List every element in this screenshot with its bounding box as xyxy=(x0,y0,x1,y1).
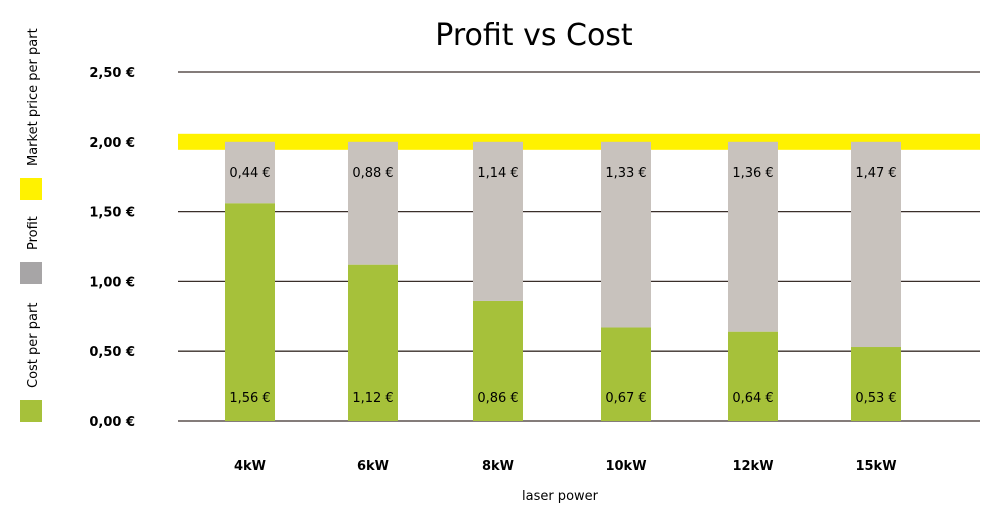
cost-data-label: 0,86 € xyxy=(477,391,518,406)
cost-data-label: 0,67 € xyxy=(605,391,646,406)
cost-bar xyxy=(601,327,651,421)
profit-bar xyxy=(851,141,901,348)
profit-data-label: 1,33 € xyxy=(605,166,646,181)
legend-label: Cost per part xyxy=(26,303,41,388)
y-tick-label: 0,50 € xyxy=(89,345,135,360)
legend-swatch xyxy=(20,262,42,284)
cost-bar xyxy=(348,264,398,421)
y-tick-label: 0,00 € xyxy=(89,415,135,430)
cost-data-label: 0,64 € xyxy=(732,391,773,406)
y-tick-label: 2,00 € xyxy=(89,136,135,151)
cost-data-label: 0,53 € xyxy=(855,391,896,406)
cost-data-label: 1,56 € xyxy=(229,391,270,406)
cost-bar xyxy=(851,347,901,421)
cost-bar xyxy=(473,300,523,421)
x-tick-label: 8kW xyxy=(482,459,514,474)
x-tick-label: 6kW xyxy=(357,459,389,474)
y-tick-label: 1,00 € xyxy=(89,275,135,290)
legend-label: Market price per part xyxy=(26,28,41,166)
profit-data-label: 0,44 € xyxy=(229,166,270,181)
x-axis-label: laser power xyxy=(522,489,599,504)
profit-bar xyxy=(601,141,651,328)
legend-swatch xyxy=(20,178,42,200)
profit-data-label: 1,36 € xyxy=(732,166,773,181)
cost-bar xyxy=(225,203,275,421)
cost-bar xyxy=(728,331,778,421)
legend-label: Profit xyxy=(26,216,41,250)
x-tick-label: 15kW xyxy=(855,459,896,474)
y-tick-label: 2,50 € xyxy=(89,66,135,81)
x-tick-label: 12kW xyxy=(732,459,773,474)
profit-bar xyxy=(473,141,523,301)
profit-bar xyxy=(728,141,778,332)
profit-data-label: 0,88 € xyxy=(352,166,393,181)
cost-data-label: 1,12 € xyxy=(352,391,393,406)
profit-data-label: 1,14 € xyxy=(477,166,518,181)
profit-data-label: 1,47 € xyxy=(855,166,896,181)
chart-title: Profit vs Cost xyxy=(435,18,633,53)
profit-bar xyxy=(225,141,275,204)
y-tick-label: 1,50 € xyxy=(89,206,135,221)
legend-swatch xyxy=(20,400,42,422)
x-tick-label: 4kW xyxy=(234,459,266,474)
x-tick-label: 10kW xyxy=(605,459,646,474)
profit-bar xyxy=(348,141,398,265)
